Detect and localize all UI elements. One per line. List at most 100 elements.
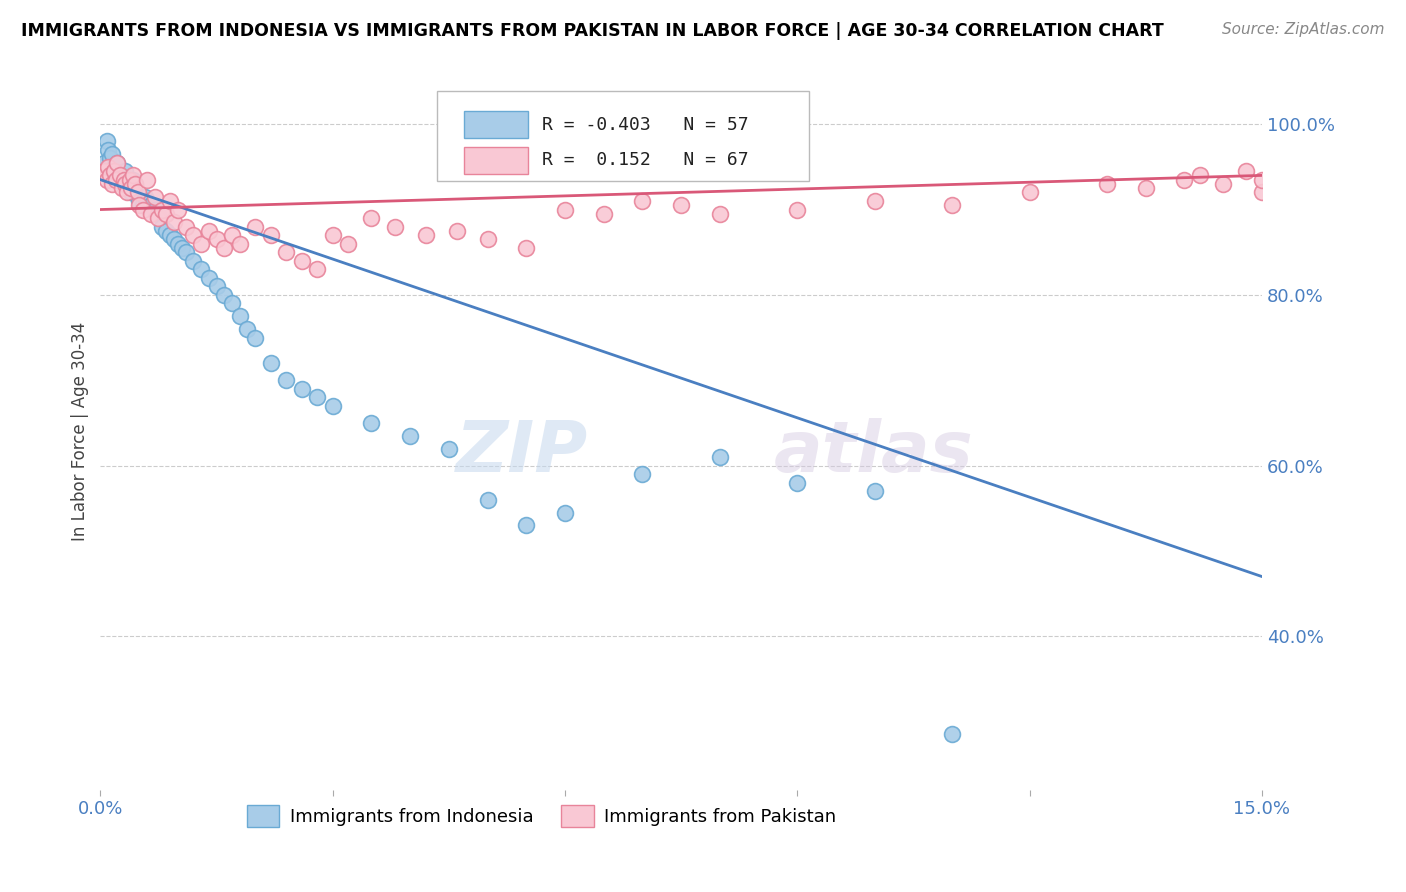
Point — [135, 172, 157, 186]
Point — [786, 475, 808, 490]
Point — [941, 727, 963, 741]
Point — [322, 228, 344, 243]
Point — [114, 177, 136, 191]
Point — [260, 356, 283, 370]
Point — [105, 155, 128, 169]
Point — [786, 202, 808, 217]
Point — [1251, 186, 1274, 200]
Point — [1173, 172, 1195, 186]
Point — [709, 207, 731, 221]
Point — [863, 194, 886, 208]
Point — [307, 262, 329, 277]
Point — [163, 215, 186, 229]
Point — [96, 134, 118, 148]
Point — [631, 467, 654, 482]
Point — [1212, 177, 1234, 191]
Point — [101, 147, 124, 161]
Point — [104, 164, 127, 178]
Point — [117, 172, 139, 186]
Point — [181, 253, 204, 268]
Point — [111, 172, 134, 186]
Point — [103, 164, 125, 178]
Point — [120, 181, 142, 195]
Text: Source: ZipAtlas.com: Source: ZipAtlas.com — [1222, 22, 1385, 37]
Point — [1135, 181, 1157, 195]
Point — [166, 202, 188, 217]
Point — [128, 198, 150, 212]
Point — [118, 181, 141, 195]
Point — [863, 484, 886, 499]
Point — [360, 211, 382, 225]
Point — [127, 186, 149, 200]
Point — [104, 172, 127, 186]
Point — [155, 224, 177, 238]
Point — [139, 198, 162, 212]
Point — [114, 164, 136, 178]
Point — [112, 177, 135, 191]
Y-axis label: In Labor Force | Age 30-34: In Labor Force | Age 30-34 — [72, 322, 89, 541]
Point — [127, 190, 149, 204]
Point — [709, 450, 731, 464]
Point — [132, 202, 155, 217]
Text: IMMIGRANTS FROM INDONESIA VS IMMIGRANTS FROM PAKISTAN IN LABOR FORCE | AGE 30-34: IMMIGRANTS FROM INDONESIA VS IMMIGRANTS … — [21, 22, 1164, 40]
Point — [96, 172, 118, 186]
Point — [221, 296, 243, 310]
Point — [437, 442, 460, 456]
Point — [93, 164, 115, 178]
Point — [148, 207, 170, 221]
Point — [105, 155, 128, 169]
Point — [212, 241, 235, 255]
Point — [163, 232, 186, 246]
Text: R = -0.403   N = 57: R = -0.403 N = 57 — [541, 116, 748, 134]
Point — [1234, 164, 1257, 178]
Point — [170, 241, 193, 255]
Point — [1095, 177, 1118, 191]
Point — [98, 169, 121, 183]
Point — [122, 169, 145, 183]
Point — [229, 236, 252, 251]
Point — [124, 177, 146, 191]
Point — [111, 181, 134, 195]
Point — [139, 207, 162, 221]
Point — [941, 198, 963, 212]
Point — [1018, 186, 1040, 200]
Point — [132, 198, 155, 212]
Point — [128, 194, 150, 208]
Point — [108, 169, 131, 183]
Point — [477, 492, 499, 507]
Point — [205, 279, 228, 293]
Point — [384, 219, 406, 234]
Point — [135, 194, 157, 208]
Point — [236, 322, 259, 336]
Point — [221, 228, 243, 243]
Text: R =  0.152   N = 67: R = 0.152 N = 67 — [541, 152, 748, 169]
Point — [260, 228, 283, 243]
Point — [159, 228, 181, 243]
Point — [1188, 169, 1211, 183]
Bar — [464, 147, 527, 174]
Point — [1251, 172, 1274, 186]
Point — [307, 390, 329, 404]
Legend: Immigrants from Indonesia, Immigrants from Pakistan: Immigrants from Indonesia, Immigrants fr… — [240, 798, 844, 835]
Point — [322, 399, 344, 413]
Point — [98, 151, 121, 165]
Point — [143, 190, 166, 204]
Point — [337, 236, 360, 251]
Point — [291, 382, 314, 396]
Point — [143, 202, 166, 217]
Point — [515, 518, 537, 533]
Point — [174, 245, 197, 260]
Point — [190, 236, 212, 251]
Point — [97, 143, 120, 157]
Point — [120, 186, 142, 200]
Point — [554, 202, 576, 217]
Point — [124, 177, 146, 191]
Point — [150, 202, 173, 217]
Bar — [464, 111, 527, 138]
Point — [291, 253, 314, 268]
Point — [554, 506, 576, 520]
Point — [103, 160, 125, 174]
Point — [93, 155, 115, 169]
Point — [245, 219, 267, 234]
Point — [190, 262, 212, 277]
